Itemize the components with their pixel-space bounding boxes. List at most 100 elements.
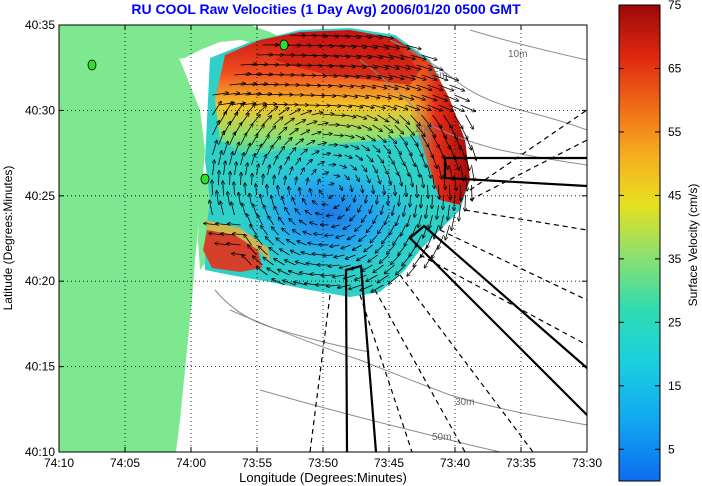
velocity-arrow — [347, 234, 356, 240]
velocity-arrow — [336, 234, 345, 238]
velocity-arrow — [289, 167, 293, 176]
velocity-arrow — [432, 74, 448, 80]
velocity-arrow — [355, 134, 365, 139]
velocity-arrow — [278, 270, 290, 276]
velocity-arrow — [379, 254, 389, 263]
x-tick-label: 73:30 — [572, 456, 602, 470]
velocity-arrow — [410, 194, 411, 207]
velocity-arrow — [256, 267, 268, 276]
velocity-arrow — [333, 135, 344, 136]
velocity-arrow — [267, 107, 278, 116]
velocity-arrow — [394, 104, 408, 109]
velocity-arrow — [366, 34, 383, 38]
velocity-arrow — [339, 44, 356, 47]
velocity-arrow — [274, 175, 275, 186]
velocity-arrow — [389, 224, 395, 235]
velocity-arrow — [306, 121, 317, 126]
colorbar-ticks: 75 65 55 45 35 25 15 5 — [619, 0, 682, 456]
velocity-arrow — [385, 264, 395, 274]
velocity-arrow — [351, 184, 353, 192]
velocity-arrow — [322, 153, 331, 155]
velocity-arrow — [439, 184, 440, 199]
velocity-arrow — [399, 134, 408, 145]
velocity-arrow — [338, 284, 351, 288]
velocity-arrow — [311, 170, 316, 176]
contour-label-10m: 10m — [508, 49, 527, 60]
velocity-arrow — [362, 184, 363, 193]
velocity-arrow — [416, 144, 423, 157]
velocity-arrow — [410, 114, 421, 125]
velocity-arrow — [407, 214, 411, 227]
velocity-arrow — [323, 255, 334, 256]
velocity-arrow — [443, 94, 459, 101]
field-southwest-jet-edge — [205, 220, 270, 262]
velocity-arrow — [394, 44, 411, 49]
velocity-arrow — [388, 194, 389, 205]
velocity-arrow — [366, 174, 370, 183]
velocity-arrow — [466, 174, 468, 191]
velocity-arrow — [432, 154, 438, 168]
velocity-arrow — [339, 85, 354, 87]
velocity-arrow — [267, 185, 268, 196]
velocity-arrow — [306, 65, 323, 66]
velocity-arrow — [406, 184, 407, 196]
velocity-arrow — [404, 234, 411, 246]
velocity-arrow — [350, 144, 359, 149]
velocity-arrow — [373, 214, 378, 223]
velocity-arrow — [394, 84, 410, 89]
velocity-arrow — [339, 125, 350, 127]
velocity-arrow — [289, 109, 301, 116]
radar-range-lines — [309, 109, 587, 452]
y-tick-label: 40:35 — [25, 18, 55, 32]
velocity-arrow — [234, 182, 235, 196]
velocity-arrow — [451, 214, 455, 230]
velocity-arrow — [300, 111, 312, 116]
velocity-arrow — [240, 133, 247, 146]
velocity-arrow — [366, 154, 373, 162]
velocity-arrow — [251, 64, 268, 65]
velocity-arrow — [372, 44, 389, 48]
velocity-arrow — [330, 245, 340, 247]
velocity-arrow — [373, 264, 384, 272]
velocity-arrow — [333, 75, 349, 77]
velocity-arrow — [249, 194, 252, 206]
velocity-arrow — [246, 163, 248, 176]
velocity-arrow — [328, 45, 345, 47]
velocity-arrow — [355, 274, 367, 280]
velocity-arrow — [427, 234, 433, 248]
velocity-arrow — [443, 114, 453, 128]
field-north-core — [275, 36, 420, 85]
velocity-arrow — [432, 114, 442, 128]
velocity-arrow — [422, 174, 424, 188]
velocity-arrow — [418, 214, 422, 227]
velocity-arrow — [334, 254, 345, 257]
velocity-arrow — [332, 225, 340, 227]
velocity-arrow — [394, 144, 402, 155]
velocity-arrow — [229, 152, 233, 166]
velocity-arrow — [416, 164, 421, 177]
velocity-arrow — [291, 251, 301, 256]
velocity-arrow — [432, 244, 439, 259]
velocity-arrow — [223, 141, 229, 156]
velocity-arrow — [353, 244, 362, 250]
velocity-arrow — [317, 65, 333, 66]
velocity-arrow — [262, 135, 270, 146]
velocity-arrow — [361, 44, 378, 48]
velocity-arrow — [385, 214, 389, 225]
velocity-arrow — [251, 84, 268, 85]
velocity-arrow — [355, 154, 363, 160]
velocity-arrow — [287, 240, 296, 246]
velocity-arrow — [449, 84, 465, 91]
velocity-arrow — [365, 194, 366, 203]
velocity-arrow — [392, 204, 395, 215]
velocity-arrow — [311, 112, 323, 116]
velocity-arrow — [212, 180, 213, 196]
radar-beam-east — [443, 156, 587, 188]
velocity-arrow — [440, 214, 444, 229]
velocity-arrow — [388, 174, 392, 185]
radar-ray-dashed — [359, 294, 413, 452]
velocity-arrow — [311, 95, 325, 96]
velocity-arrow — [405, 144, 412, 156]
velocity-arrow — [421, 74, 437, 80]
velocity-arrow — [366, 114, 378, 120]
